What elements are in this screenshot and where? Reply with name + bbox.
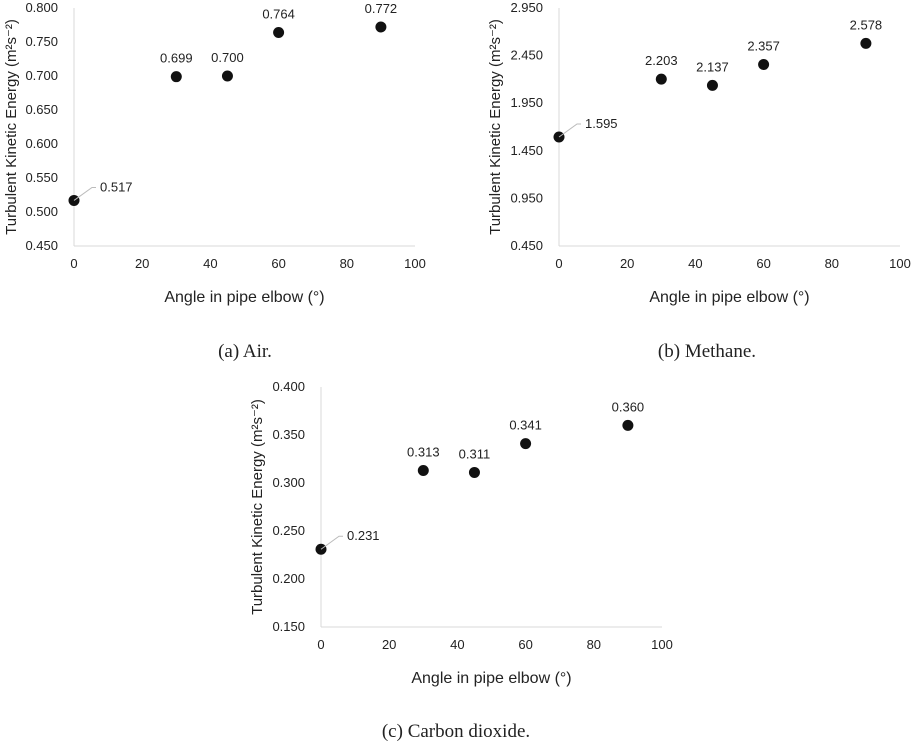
y-tick-label: 0.550	[25, 170, 58, 185]
label-leader-line	[558, 123, 581, 138]
x-axis-title: Angle in pipe elbow (°)	[411, 670, 571, 687]
data-label: 1.595	[585, 116, 618, 131]
y-tick-label: 0.300	[272, 475, 305, 490]
data-point	[273, 26, 285, 38]
x-tick-label: 40	[688, 256, 702, 271]
data-label: 2.578	[850, 17, 883, 32]
data-label: 0.311	[459, 446, 491, 461]
x-tick-label: 80	[340, 256, 354, 271]
data-label: 0.231	[347, 528, 380, 543]
x-tick-label: 100	[889, 256, 911, 271]
x-tick-label: 20	[382, 637, 396, 652]
data-label: 2.137	[696, 59, 729, 74]
data-point	[468, 466, 480, 478]
label-leader-line	[73, 186, 96, 201]
data-point	[860, 37, 872, 49]
chart-methane: 0.450 0.950 1.450 1.950 2.450 2.950 0 20 40 60 80 1…	[487, 0, 911, 362]
data-point	[375, 21, 387, 33]
data-point	[417, 465, 429, 477]
data-point	[706, 79, 718, 91]
data-label: 0.700	[211, 50, 244, 65]
x-tick-label: 60	[756, 256, 770, 271]
data-label: 0.764	[262, 6, 295, 21]
x-tick-label: 60	[518, 637, 532, 652]
chart-caption: (b) Methane.	[658, 341, 756, 362]
data-label: 0.699	[160, 51, 193, 66]
chart-caption: (a) Air.	[218, 341, 272, 362]
data-label: 0.313	[407, 445, 440, 460]
y-tick-label: 0.500	[25, 204, 58, 219]
x-tick-label: 100	[404, 256, 426, 271]
data-point	[622, 419, 634, 431]
y-tick-label: 0.750	[25, 34, 58, 49]
data-label: 0.341	[509, 418, 542, 433]
chart-caption: (c) Carbon dioxide.	[382, 721, 530, 741]
x-axis-title: Angle in pipe elbow (°)	[164, 289, 324, 306]
data-point	[170, 71, 182, 83]
x-tick-label: 80	[587, 637, 601, 652]
y-axis-title: Turbulent Kinetic Energy (m²s⁻²)	[3, 19, 20, 235]
data-point	[221, 70, 233, 82]
y-tick-label: 0.350	[272, 427, 305, 442]
y-tick-label: 2.450	[510, 48, 543, 63]
y-tick-label: 2.950	[510, 0, 543, 15]
x-tick-label: 40	[450, 637, 464, 652]
y-tick-label: 1.450	[510, 143, 543, 158]
y-tick-label: 0.150	[272, 619, 305, 634]
y-tick-label: 0.650	[25, 102, 58, 117]
y-tick-label: 0.700	[25, 68, 58, 83]
x-axis-title: Angle in pipe elbow (°)	[649, 289, 809, 306]
y-axis-title: Turbulent Kinetic Energy (m²s⁻²)	[487, 19, 504, 235]
x-tick-label: 20	[620, 256, 634, 271]
y-tick-label: 0.200	[272, 571, 305, 586]
x-tick-label: 0	[317, 637, 324, 652]
y-axis-title: Turbulent Kinetic Energy (m²s⁻²)	[249, 399, 266, 615]
x-tick-label: 0	[70, 256, 77, 271]
data-label: 0.360	[612, 399, 645, 414]
y-tick-label: 0.800	[25, 0, 58, 15]
x-tick-label: 60	[271, 256, 285, 271]
y-tick-label: 0.250	[272, 523, 305, 538]
data-point	[758, 58, 770, 70]
data-label: 2.203	[645, 53, 678, 68]
x-tick-label: 40	[203, 256, 217, 271]
label-leader-line	[320, 535, 343, 550]
x-tick-label: 20	[135, 256, 149, 271]
data-point	[520, 438, 532, 450]
y-tick-label: 0.600	[25, 136, 58, 151]
y-tick-label: 0.400	[272, 379, 305, 394]
data-label: 0.517	[100, 179, 133, 194]
data-label: 2.357	[747, 38, 780, 53]
chart-air: 0.450 0.500 0.550 0.600 0.650 0.700 0.750 0.800…	[3, 0, 426, 362]
y-tick-label: 0.450	[510, 238, 543, 253]
x-tick-label: 80	[825, 256, 839, 271]
data-point	[655, 73, 667, 85]
y-tick-label: 0.950	[510, 190, 543, 205]
x-tick-label: 0	[555, 256, 562, 271]
x-tick-label: 100	[651, 637, 673, 652]
data-label: 0.772	[365, 1, 398, 16]
y-tick-label: 0.450	[25, 238, 58, 253]
y-tick-label: 1.950	[510, 95, 543, 110]
chart-carbon-dioxide: 0.150 0.200 0.250 0.300 0.350 0.400 0 20 40 60 80 1…	[249, 379, 673, 741]
